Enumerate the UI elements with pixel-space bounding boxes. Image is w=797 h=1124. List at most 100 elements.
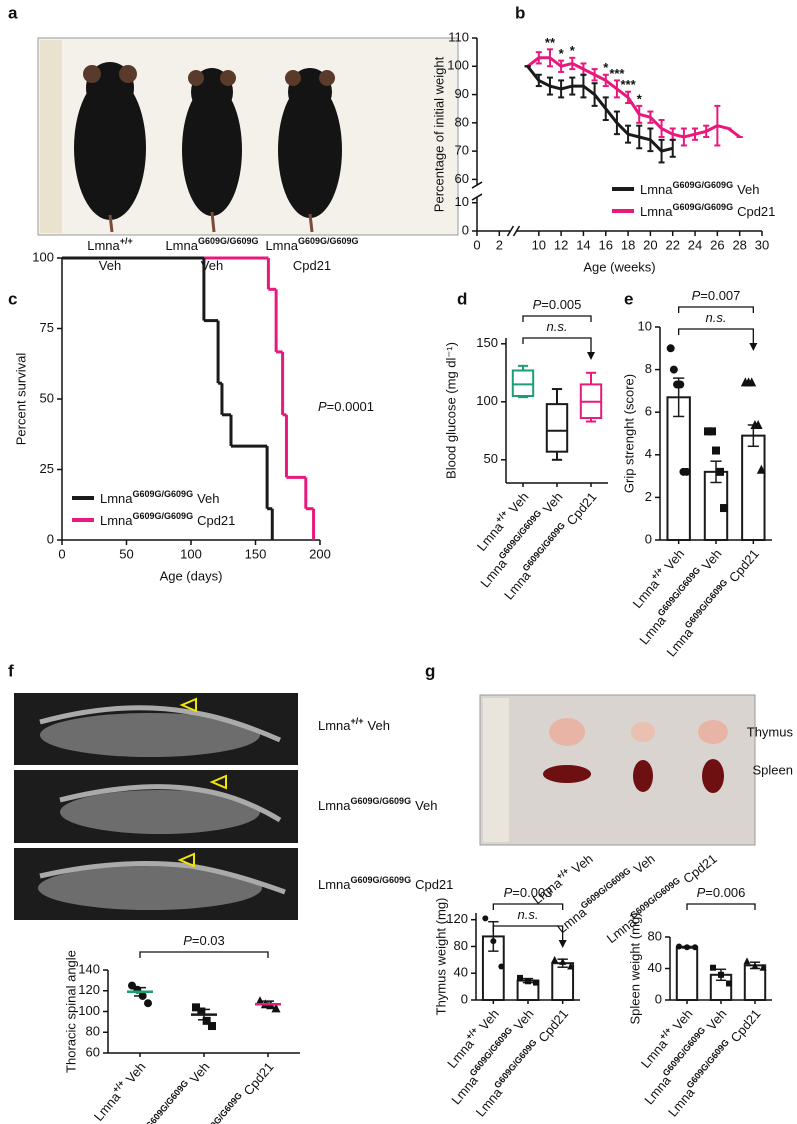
significance-stars: ** xyxy=(545,35,556,50)
y-tick-label: 0 xyxy=(461,991,468,1006)
mri-spine xyxy=(39,705,282,743)
label-sup: G609G/G609G xyxy=(133,489,194,499)
y-tick-label: 60 xyxy=(86,1044,100,1059)
y-tick-label: 120 xyxy=(446,911,468,926)
label-text: =0.0001 xyxy=(327,399,374,414)
label-sup: G609G/G609G xyxy=(144,1078,191,1124)
arrowhead xyxy=(177,852,195,868)
label-base: Lmna xyxy=(87,238,120,253)
mri-body xyxy=(38,866,262,910)
mri-body xyxy=(60,790,260,834)
label-italic: n.s. xyxy=(706,310,727,325)
label-base: Lmna xyxy=(449,1073,482,1108)
thymus xyxy=(549,718,585,746)
x-tick-label: 150 xyxy=(245,546,267,561)
x-tick-label: 18 xyxy=(621,237,635,252)
point xyxy=(567,962,575,970)
y-tick-label: 0 xyxy=(462,222,469,237)
label-rest: Veh xyxy=(201,258,223,273)
label: LmnaG609G/G609GCpd21 xyxy=(177,1058,277,1124)
label-rest: Veh xyxy=(699,546,725,573)
y-tick-label: 100 xyxy=(32,249,54,264)
y-tick-label: 25 xyxy=(40,461,54,476)
y-tick-label: 60 xyxy=(455,171,469,186)
tail xyxy=(308,213,314,233)
label-rest: Veh xyxy=(197,491,219,506)
point xyxy=(682,467,691,476)
point xyxy=(208,1022,216,1031)
y-axis-label: Blood glucose (mg dl⁻¹) xyxy=(443,342,458,479)
label-sup: G609G/G609G xyxy=(673,202,734,212)
mouse xyxy=(278,82,342,218)
mouse-photo xyxy=(37,37,459,236)
point xyxy=(718,971,724,978)
tail xyxy=(108,214,114,233)
label-rest: Cpd21 xyxy=(415,877,453,892)
comparison-arrow xyxy=(749,343,758,351)
x-tick-label: 0 xyxy=(473,237,480,252)
label-rest: Veh xyxy=(415,798,437,813)
y-tick-label: 100 xyxy=(476,393,498,408)
label-base: Lmna xyxy=(318,877,351,892)
mouse xyxy=(182,84,242,216)
y-tick-label: 2 xyxy=(645,489,652,504)
point xyxy=(716,467,724,476)
label-italic: P xyxy=(697,885,706,900)
ear xyxy=(220,70,236,86)
label-base: Lmna xyxy=(640,204,673,219)
label-base: Lmna xyxy=(630,576,663,611)
x-tick-label: 20 xyxy=(643,237,657,252)
y-tick-label: 110 xyxy=(448,29,469,44)
label-base: Lmna xyxy=(642,1073,675,1108)
point xyxy=(747,377,757,387)
label-base: Lmna xyxy=(100,491,133,506)
label-base: Lmna xyxy=(664,625,697,660)
y-tick-label: 75 xyxy=(40,320,54,335)
label-rest: Cpd21 xyxy=(564,489,600,528)
point xyxy=(144,999,152,1008)
point xyxy=(490,938,497,945)
x-axis-label: Age (weeks) xyxy=(583,259,655,274)
label-sup: G609G/G609G xyxy=(351,875,412,885)
label-sup: G609G/G609G xyxy=(198,236,259,246)
comparison-bracket xyxy=(686,903,756,910)
label-sup: G609G/G609G xyxy=(198,1091,245,1124)
label-sup: +/+ xyxy=(351,716,364,726)
x-tick-label: 22 xyxy=(665,237,679,252)
x-tick-label: 10 xyxy=(532,237,546,252)
spleen xyxy=(633,760,653,792)
y-tick-label: 100 xyxy=(447,58,469,73)
label-sup: G609G/G609G xyxy=(351,796,412,806)
label-italic: P xyxy=(318,399,327,414)
mri-images xyxy=(14,693,298,920)
label-base: Lmna xyxy=(665,1085,698,1120)
axis-break xyxy=(471,193,483,201)
comparison-bracket xyxy=(678,328,754,347)
significance-stars: * xyxy=(559,46,565,61)
panel-letter: e xyxy=(624,289,633,308)
label-base: Lmna xyxy=(100,513,133,528)
label-rest: Veh xyxy=(662,546,688,573)
panel-letter: f xyxy=(8,661,14,680)
y-tick-label: 6 xyxy=(645,404,652,419)
label-base: Lmna xyxy=(318,718,351,733)
comparison-bracket xyxy=(522,337,592,356)
comparison-bracket xyxy=(139,951,269,958)
label-rest: Veh xyxy=(476,1006,502,1033)
label-sup: G609G/G609G xyxy=(673,180,734,190)
point xyxy=(551,955,559,963)
panel-letter: d xyxy=(457,289,467,308)
y-tick-label: 120 xyxy=(78,982,100,997)
x-tick-label: 24 xyxy=(688,237,702,252)
comparison-bracket xyxy=(492,925,564,944)
label-base: Lmna xyxy=(473,1085,506,1120)
label-base: Lmna xyxy=(265,238,298,253)
panel-letter: b xyxy=(515,3,525,22)
ear xyxy=(319,70,335,86)
panel-letter: g xyxy=(425,661,435,680)
